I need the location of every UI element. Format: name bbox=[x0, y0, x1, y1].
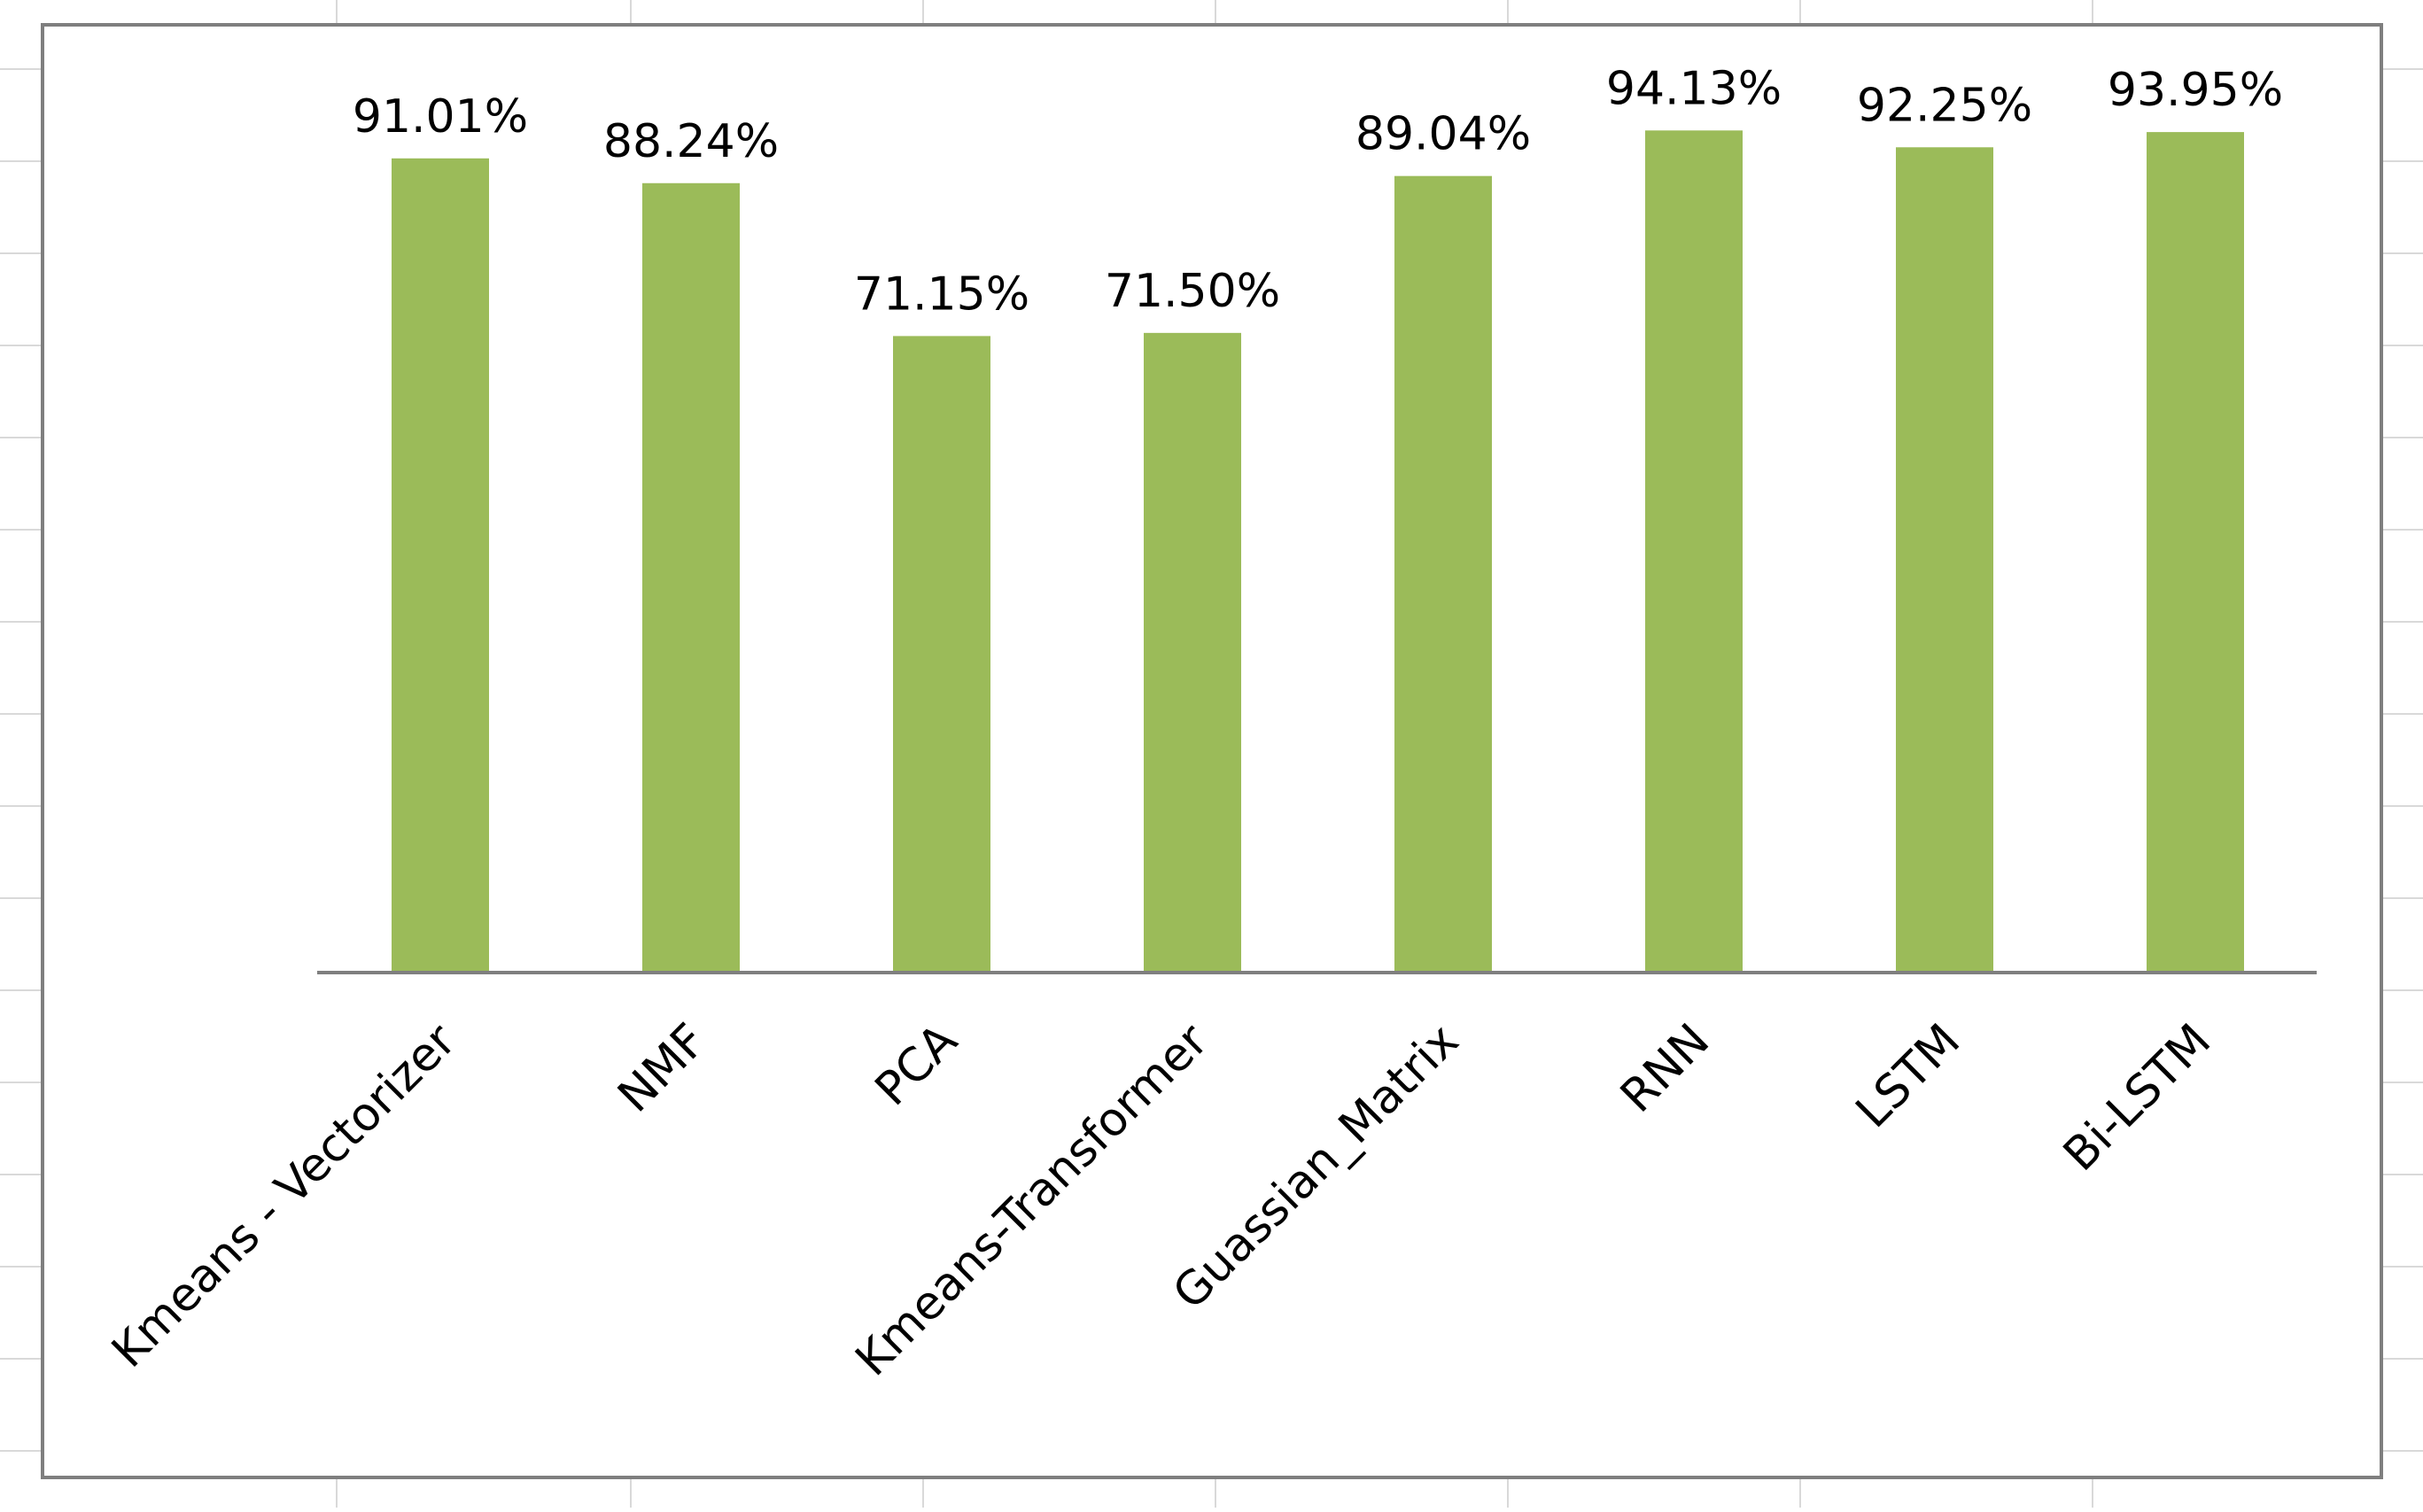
data-label: 71.50% bbox=[1105, 265, 1280, 318]
data-label: 71.15% bbox=[854, 268, 1029, 321]
data-label: 92.25% bbox=[1857, 79, 2032, 132]
bar bbox=[392, 158, 489, 973]
data-labels: 91.01% 88.24% 71.15% 71.50% 89.04% 94.13% 92.2… bbox=[353, 62, 2283, 321]
data-label: 93.95% bbox=[2108, 64, 2283, 117]
bar bbox=[1144, 332, 1241, 973]
bar bbox=[1394, 175, 1492, 973]
data-label: 91.01% bbox=[353, 90, 528, 143]
data-label: 89.04% bbox=[1355, 108, 1531, 161]
bar bbox=[893, 336, 990, 973]
bars bbox=[392, 130, 2244, 973]
bar bbox=[642, 182, 740, 973]
bar bbox=[1896, 147, 1993, 973]
data-label: 94.13% bbox=[1606, 62, 1782, 115]
data-label: 88.24% bbox=[603, 115, 779, 168]
bar bbox=[2147, 132, 2244, 973]
bar bbox=[1645, 130, 1743, 973]
